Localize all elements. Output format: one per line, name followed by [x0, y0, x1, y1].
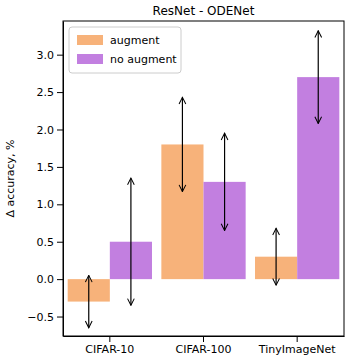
x-axis: CIFAR-10 CIFAR-100 TinyImageNet — [64, 336, 345, 356]
legend: augment no augment — [69, 27, 181, 73]
tick-mark — [297, 336, 298, 342]
error-bar — [130, 178, 131, 305]
legend-label: augment — [110, 34, 160, 47]
tick: 2.0 — [37, 124, 64, 137]
tick: 0.0 — [37, 273, 64, 286]
title: ResNet - ODENet — [153, 4, 255, 18]
tick-mark — [57, 317, 63, 318]
tick-label: 1.0 — [37, 198, 55, 211]
error-bar — [318, 31, 319, 124]
plot-area: −0.50.00.51.01.52.02.53.0CIFAR-10CIFAR-1… — [27, 21, 344, 356]
chart: −0.50.00.51.01.52.02.53.0CIFAR-10CIFAR-1… — [0, 0, 354, 362]
error-bar — [224, 133, 225, 230]
tick: 2.5 — [37, 86, 64, 99]
tick-mark — [57, 129, 63, 130]
tick-mark — [109, 336, 110, 342]
axis-title: Δ accuracy, % — [4, 139, 17, 217]
tick-label: 0.5 — [37, 236, 55, 249]
frame — [63, 21, 344, 336]
legend-swatch — [77, 54, 103, 64]
tick: 0.5 — [37, 236, 64, 249]
legend-box — [69, 27, 181, 73]
tick-mark — [57, 279, 63, 280]
tick-mark — [203, 336, 204, 342]
legend-entry: no augment — [77, 53, 177, 66]
tick: 1.5 — [37, 161, 64, 174]
tick-label: 0.0 — [37, 273, 55, 286]
tick: TinyImageNet — [258, 336, 336, 356]
series — [68, 97, 297, 327]
legend-entry: augment — [77, 34, 160, 47]
tick: 3.0 — [37, 49, 64, 62]
legend-label: no augment — [110, 53, 177, 66]
tick-mark — [57, 204, 63, 205]
y-axis: −0.5 0.0 0.5 1.0 1.5 2.0 2.5 3.0 — [27, 22, 63, 337]
tick: −0.5 — [27, 311, 63, 324]
error-bar — [88, 275, 89, 327]
legend-swatch — [77, 35, 103, 45]
tick-label: 1.5 — [37, 161, 55, 174]
tick: CIFAR-100 — [176, 336, 232, 356]
tick-label: 3.0 — [37, 49, 55, 62]
tick-mark — [57, 92, 63, 93]
tick-mark — [57, 242, 63, 243]
error-bar — [275, 228, 276, 285]
tick-label: 2.5 — [37, 86, 55, 99]
tick-label: TinyImageNet — [258, 343, 336, 356]
tick-label: 2.0 — [37, 124, 55, 137]
marks — [68, 31, 340, 328]
tick: CIFAR-10 — [85, 336, 134, 356]
tick: 1.0 — [37, 198, 64, 211]
tick-label: −0.5 — [27, 311, 54, 324]
tick-mark — [57, 55, 63, 56]
tick-label: CIFAR-100 — [176, 343, 232, 356]
tick-label: CIFAR-10 — [85, 343, 134, 356]
tick-mark — [57, 167, 63, 168]
error-bar — [182, 97, 183, 191]
